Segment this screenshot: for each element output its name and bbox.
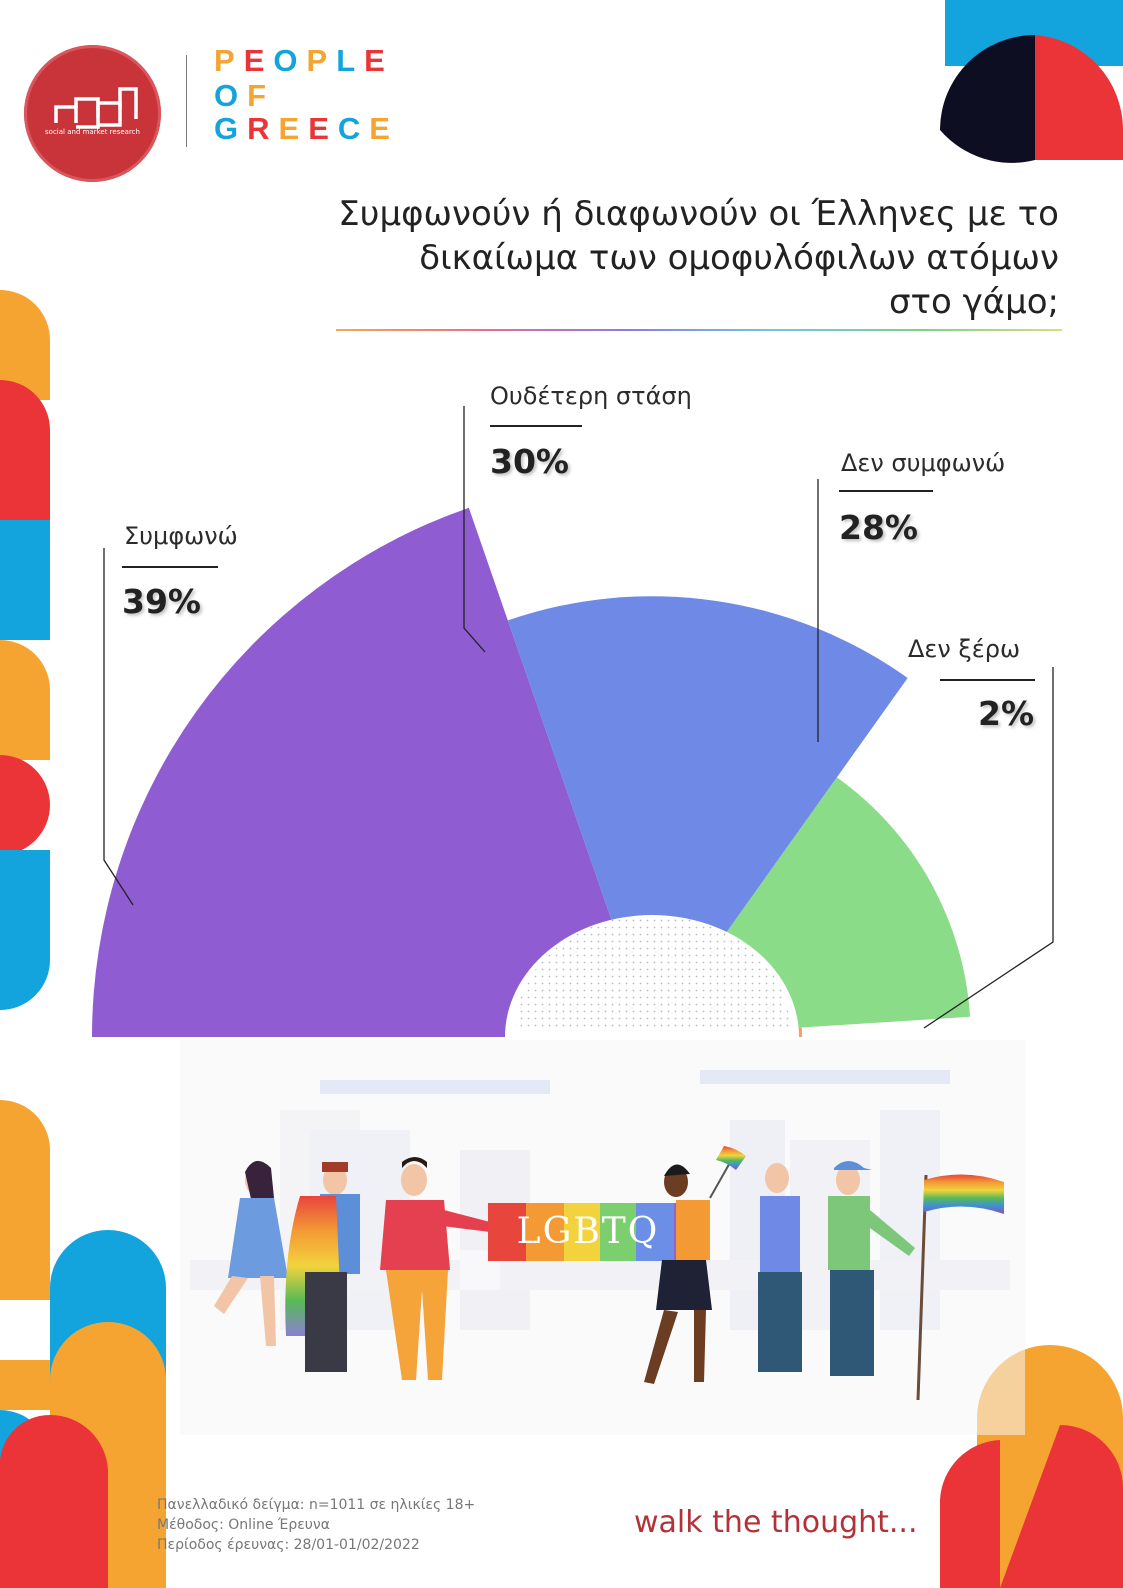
label-dontknow-rule: [940, 679, 1035, 681]
label-neutral-rule: [490, 425, 582, 427]
label-neutral-name: Ουδέτερη στάση: [490, 382, 692, 410]
brand-letter: P: [306, 43, 337, 78]
brand-letter: L: [336, 43, 365, 78]
footer-method: Μέθοδος: Online Έρευνα: [157, 1517, 330, 1533]
title-underline: [336, 329, 1062, 331]
brand-letter: E: [364, 43, 394, 78]
slice-neutral: [507, 596, 908, 1037]
brand-letter: E: [278, 111, 309, 146]
corner-decoration-bottom-left: [0, 1100, 166, 1588]
brand-letter: P: [214, 43, 244, 78]
brand-letter: F: [247, 78, 276, 113]
title-line-2: δικαίωμα των ομοφυλόφιλων ατόμων: [419, 238, 1059, 278]
leader-lines: [103, 406, 1054, 1029]
corner-decoration-top-right: [940, 0, 1123, 163]
logo-caption: social and market research: [45, 128, 140, 136]
brand-line-3: GREECE: [214, 113, 399, 144]
brand-letter: O: [273, 43, 307, 78]
footer-sample: Πανελλαδικό δείγμα: n=1011 σε ηλικίες 18…: [157, 1497, 476, 1513]
corner-decoration-left: [0, 290, 50, 1010]
brand-letter: O: [214, 78, 248, 113]
brand-letter: R: [247, 111, 279, 146]
tagline: walk the thought...: [634, 1505, 918, 1540]
lgbtq-banner: [488, 1203, 688, 1261]
label-agree-name: Συμφωνώ: [124, 522, 238, 550]
center-hole: [505, 914, 799, 1037]
slice-agree: [92, 507, 652, 1037]
label-dontknow-name: Δεν ξέρω: [908, 635, 1021, 663]
title-line-3: στο γάμο;: [888, 282, 1059, 322]
label-agree-rule: [122, 566, 218, 568]
label-disagree-rule: [839, 490, 933, 492]
company-logo: [24, 45, 161, 182]
brand-letter: G: [214, 111, 248, 146]
brand-letter: E: [308, 111, 338, 146]
brand-text: OF: [214, 78, 275, 113]
lgbtq-banner-text: LGBTQ: [516, 1211, 660, 1252]
label-disagree-name: Δεν συμφωνώ: [841, 449, 1006, 477]
brand-line-2: OF: [214, 80, 275, 111]
brand-letter: C: [337, 111, 370, 146]
people-illustration: [214, 1146, 1004, 1401]
footer-period: Περίοδος έρευνας: 28/01-01/02/2022: [157, 1537, 420, 1553]
label-neutral-value: 30%: [490, 442, 569, 481]
brand-line-1: PEOPLE: [214, 45, 394, 76]
brand-text: GREECE: [214, 111, 399, 146]
logo-separator: [186, 55, 187, 147]
semicircle-chart: [92, 406, 1054, 1037]
label-disagree-value: 28%: [839, 508, 918, 547]
brand-letter: E: [369, 111, 399, 146]
brand-letter: E: [243, 43, 274, 78]
methodology-footer: Πανελλαδικό δείγμα: n=1011 σε ηλικίες 18…: [157, 1495, 577, 1555]
chart-title: Συμφωνούν ή διαφωνούν οι Έλληνες με το δ…: [239, 192, 1059, 324]
label-dontknow-value: 2%: [978, 694, 1035, 733]
logo-mark-icon: [54, 87, 138, 129]
brand-text: PEOPLE: [214, 43, 394, 78]
label-agree-value: 39%: [122, 582, 201, 621]
title-line-1: Συμφωνούν ή διαφωνούν οι Έλληνες με το: [338, 194, 1059, 234]
